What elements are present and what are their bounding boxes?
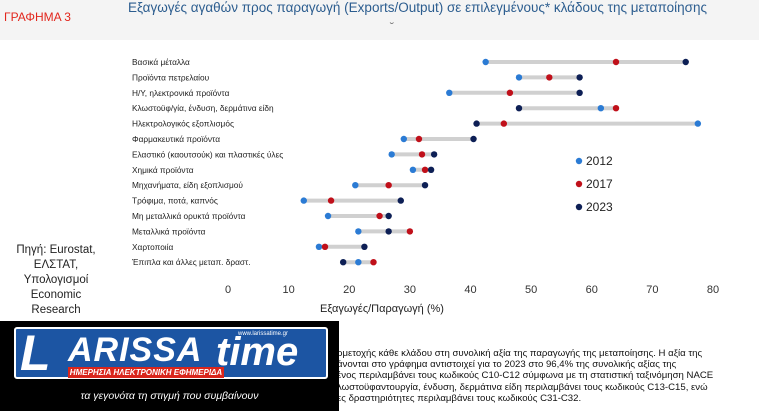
category-label: Χημικά προϊόντα <box>132 165 194 175</box>
data-point-2012 <box>315 243 323 250</box>
data-point-2023 <box>515 105 523 112</box>
data-point-2012 <box>355 228 362 235</box>
logo-word: ARISSA <box>68 331 203 369</box>
data-point-2012 <box>388 151 395 158</box>
data-point-2012 <box>355 259 362 266</box>
logo-letter: L <box>20 325 51 381</box>
category-label: Η/Υ, ηλεκτρονικά προϊόντα <box>132 88 230 98</box>
data-point-2017 <box>385 182 392 189</box>
x-tick-label: 40 <box>464 284 476 296</box>
data-point-2017 <box>546 74 553 81</box>
data-point-2023 <box>576 74 583 81</box>
data-point-2012 <box>400 135 408 143</box>
source-line: Economic <box>30 289 82 301</box>
header-background <box>0 0 759 40</box>
data-point-2023 <box>339 259 347 266</box>
data-point-2017 <box>612 58 620 66</box>
logo-tagline: τα γεγονότα τη στιγμή που συμβαίνουν <box>80 390 259 402</box>
x-tick-label: 20 <box>343 284 355 296</box>
x-tick-label: 30 <box>404 284 416 296</box>
source-line: Research <box>31 304 81 316</box>
x-axis-label: Εξαγωγές/Παραγωγή (%) <box>320 303 444 315</box>
footnote: ρμετοχής κάθε κλάδου στη συνολική αξία τ… <box>337 348 759 404</box>
category-label: Προϊόντα πετρελαίου <box>132 72 210 82</box>
data-point-2017 <box>376 212 383 220</box>
data-point-2017 <box>370 259 377 266</box>
data-point-2023 <box>430 151 438 158</box>
source-line: ΕΛΣΤΑΤ, <box>33 259 79 271</box>
logo-band: ΗΜΕΡΗΣΙΑ ΗΛΕΚΤΡΟΝΙΚΗ ΕΦΗΜΕΡΙΔΑ <box>68 367 224 378</box>
x-tick-label: 60 <box>586 284 598 296</box>
category-label: Έπιπλα και άλλες μεταπ. δραστ. <box>131 257 251 267</box>
data-point-2023 <box>385 228 392 235</box>
data-point-2012 <box>409 166 417 173</box>
data-point-2017 <box>612 105 620 112</box>
data-point-2012 <box>446 89 453 97</box>
data-point-2012 <box>482 58 489 66</box>
category-label: Ελαστικό (καουτσούκ) και πλαστικές ύλες <box>132 149 283 159</box>
data-point-2023 <box>361 243 368 250</box>
source-note: Πηγή: Eurostat, ΕΛΣΤΑΤ, Υπολογισμοί Econ… <box>0 243 112 318</box>
title-mark: ˘ <box>390 20 394 34</box>
data-point-2023 <box>473 120 480 127</box>
legend-marker-2023 <box>575 203 583 211</box>
data-point-2017 <box>506 89 514 97</box>
data-point-2012 <box>694 120 702 127</box>
legend-marker-2012 <box>575 157 583 165</box>
figure-label: ΓΡΑΦΗΜΑ 3 <box>4 10 71 24</box>
data-point-2023 <box>427 166 435 173</box>
data-point-2017 <box>327 197 335 204</box>
category-label: Μηχανήματα, είδη εξοπλισμού <box>132 180 243 190</box>
legend-label: 2023 <box>586 200 613 214</box>
data-point-2012 <box>324 212 332 220</box>
data-point-2023 <box>385 212 392 220</box>
data-point-2012 <box>352 182 359 189</box>
data-point-2023 <box>470 135 477 143</box>
data-point-2012 <box>597 105 605 112</box>
footnote-line: άνονται στο γράφημα αντιστοιχεί για το 2… <box>337 359 677 371</box>
x-tick-label: 80 <box>707 284 719 296</box>
data-point-2012 <box>515 74 523 81</box>
x-tick-label: 0 <box>225 284 231 296</box>
legend-marker-2017 <box>575 180 583 188</box>
logo-time: time <box>216 330 299 374</box>
larissatime-logo[interactable]: L ARISSA time www.larissatime.gr ΗΜΕΡΗΣΙ… <box>0 321 339 411</box>
chart-title: Εξαγωγές αγαθών προς παραγωγή (Exports/O… <box>128 0 707 15</box>
data-point-2017 <box>421 166 429 173</box>
legend-label: 2012 <box>586 154 613 168</box>
category-label: Μη μεταλλικά ορυκτά προϊόντα <box>132 211 246 221</box>
logo-wordmark: L ARISSA time www.larissatime.gr ΗΜΕΡΗΣΙ… <box>14 327 328 379</box>
source-line: Υπολογισμοί <box>23 274 89 286</box>
footnote-line: λωστοϋφαντουργία, ένδυση, δερμάτινα είδη… <box>337 381 708 393</box>
category-label: Ηλεκτρολογικός εξοπλισμός <box>132 119 234 129</box>
footnote-line: ες δραστηριότητες περιλαμβάνει τους κωδι… <box>337 392 582 404</box>
category-label: Χαρτοποιία <box>132 242 173 252</box>
x-tick-label: 10 <box>283 284 295 296</box>
x-tick-label: 50 <box>525 284 537 296</box>
category-label: Κλωστοϋφ/γία, ένδυση, δερμάτινα είδη <box>132 103 274 113</box>
data-point-2023 <box>397 197 404 204</box>
data-point-2017 <box>406 228 414 235</box>
legend-label: 2017 <box>586 177 613 191</box>
data-point-2017 <box>418 151 426 158</box>
data-point-2023 <box>421 182 429 189</box>
data-point-2023 <box>682 58 689 66</box>
data-point-2017 <box>415 135 423 143</box>
category-label: Τρόφιμα, ποτά, καπνός <box>132 196 218 206</box>
data-point-2017 <box>321 243 329 250</box>
category-label: Μεταλλικά προϊόντα <box>132 226 206 236</box>
footnote-line: ρμετοχής κάθε κλάδου στη συνολική αξία τ… <box>337 348 703 359</box>
logo-url: www.larissatime.gr <box>238 331 289 337</box>
footnote-line: ένος περιλαμβάνει τους κωδικούς C10-C12 … <box>337 370 714 382</box>
source-line: Πηγή: Eurostat, <box>16 244 96 256</box>
x-tick-label: 70 <box>646 284 658 296</box>
data-point-2017 <box>500 120 508 127</box>
data-point-2012 <box>300 197 307 204</box>
data-point-2023 <box>576 89 583 97</box>
category-label: Φαρμακευτικά προϊόντα <box>132 134 220 144</box>
category-label: Βασικά μέταλλα <box>132 57 190 67</box>
